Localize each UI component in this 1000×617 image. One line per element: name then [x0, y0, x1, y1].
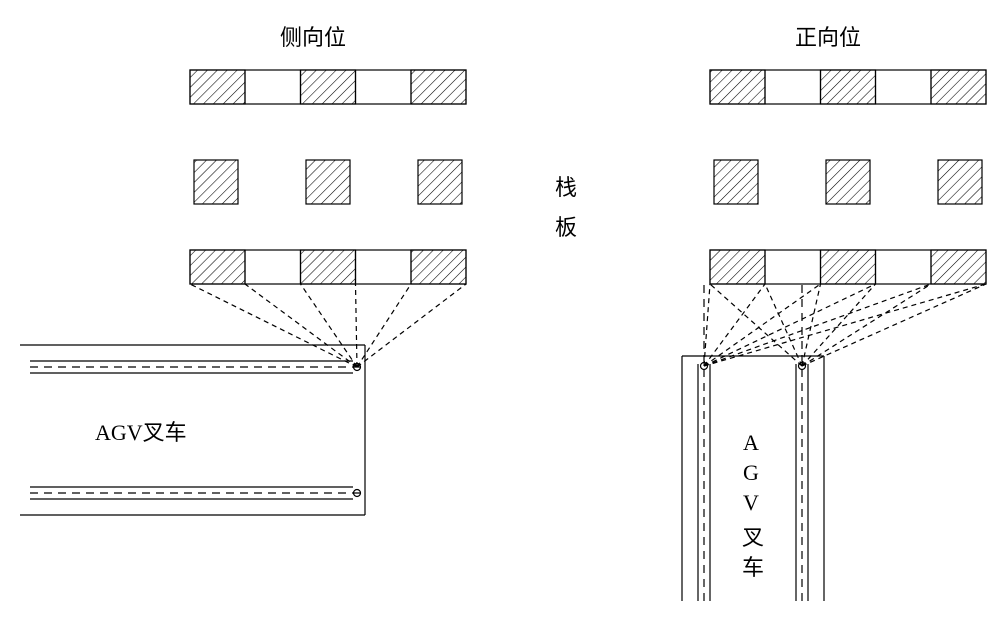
diagram-svg [0, 0, 1000, 617]
